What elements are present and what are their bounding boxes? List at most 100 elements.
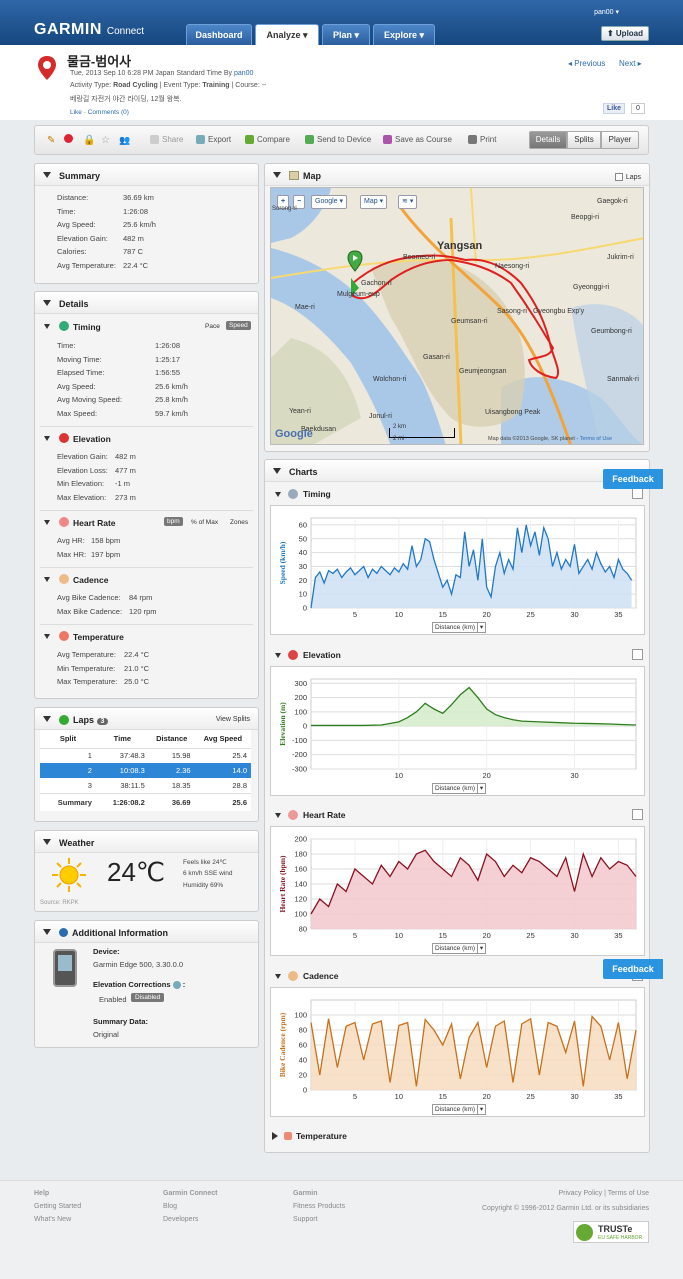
- collapse-icon[interactable]: [275, 974, 281, 979]
- upload-button[interactable]: ⬆ Upload: [601, 26, 649, 41]
- device-link[interactable]: Garmin Edge 500: [93, 960, 152, 969]
- zones-toggle[interactable]: Zones: [230, 519, 249, 526]
- section-title-heart[interactable]: Heart Rate: [73, 518, 116, 528]
- footer-link[interactable]: What's New: [34, 1216, 72, 1223]
- player-view-button[interactable]: Player: [601, 131, 639, 149]
- splits-view-button[interactable]: Splits: [567, 131, 601, 149]
- percent-max-toggle[interactable]: % of Max: [191, 519, 219, 526]
- activity-title[interactable]: 물금-범어사: [67, 54, 132, 69]
- send-to-device-button[interactable]: Send to Device: [305, 135, 371, 145]
- weather-header[interactable]: Weather: [35, 831, 258, 853]
- section-title-cadence[interactable]: Cadence: [73, 575, 109, 585]
- charts-header[interactable]: Charts: [265, 460, 649, 482]
- collapse-icon[interactable]: [44, 634, 50, 639]
- layers-button[interactable]: ≋ ▾: [398, 195, 418, 209]
- people-icon[interactable]: 👥: [119, 135, 131, 145]
- map-scale: [389, 428, 455, 438]
- export-button[interactable]: Export: [196, 135, 231, 145]
- tab-explore[interactable]: Explore ▾: [373, 24, 435, 45]
- user-menu[interactable]: pan00 ▾: [594, 9, 619, 16]
- tab-plan[interactable]: Plan ▾: [322, 24, 370, 45]
- chart-title[interactable]: Elevation: [303, 650, 341, 660]
- table-row[interactable]: 3 38:11.5 18.35 28.8: [87, 780, 247, 790]
- details-header[interactable]: Details: [35, 292, 258, 314]
- collapse-icon[interactable]: [44, 436, 50, 441]
- section-title-timing[interactable]: Timing: [73, 322, 101, 332]
- like-link[interactable]: Like: [70, 109, 82, 116]
- zoom-in-button[interactable]: +: [277, 195, 290, 209]
- terms-link[interactable]: Terms of Use: [579, 436, 613, 442]
- footer-link[interactable]: Developers: [163, 1216, 199, 1223]
- footer-link[interactable]: Fitness Products: [293, 1203, 346, 1210]
- map-place-label: Geumsan-ri: [451, 318, 488, 325]
- comments-link[interactable]: Comments (0): [87, 109, 129, 116]
- lock-icon[interactable]: 🔒: [83, 135, 96, 146]
- expand-arrow-icon[interactable]: [272, 1132, 278, 1140]
- view-splits-link[interactable]: View Splits: [215, 716, 250, 723]
- map-header[interactable]: Map: [265, 164, 649, 186]
- delete-icon[interactable]: [64, 134, 73, 144]
- section-title-elevation[interactable]: Elevation: [73, 434, 111, 444]
- summary-value: 1:26:08: [123, 206, 149, 216]
- temperature-chart-header[interactable]: Temperature: [284, 1131, 347, 1141]
- collapse-icon[interactable]: [44, 520, 50, 525]
- x-axis-select[interactable]: Distance (km) ▾: [432, 783, 487, 794]
- tab-dashboard[interactable]: Dashboard: [186, 24, 252, 45]
- pace-toggle[interactable]: Pace: [205, 323, 220, 330]
- summary-header[interactable]: Summary: [35, 164, 258, 186]
- elevation-enabled-option[interactable]: Enabled: [99, 995, 127, 1004]
- elevation-disabled-option[interactable]: Disabled: [131, 993, 165, 1002]
- x-tick-label: 20: [483, 1092, 491, 1101]
- laps-checkbox[interactable]: Laps: [614, 173, 641, 181]
- table-row-selected[interactable]: 2 10:08.3 2.36 14.0: [40, 763, 251, 778]
- save-as-course-button[interactable]: Save as Course: [383, 135, 452, 145]
- next-link[interactable]: Next ▸: [619, 59, 642, 68]
- map-type-select[interactable]: Map ▾: [360, 195, 388, 209]
- section-title-temperature[interactable]: Temperature: [73, 632, 124, 642]
- details-view-button[interactable]: Details: [529, 131, 567, 149]
- share-button[interactable]: Share: [150, 135, 183, 145]
- collapse-icon[interactable]: [275, 653, 281, 658]
- truste-badge[interactable]: TRUSTe EU SAFE HARBOR: [573, 1221, 649, 1243]
- start-marker-icon[interactable]: [347, 250, 363, 272]
- google-maptype-select[interactable]: Google ▾: [311, 195, 348, 209]
- footer-link[interactable]: Blog: [163, 1203, 178, 1210]
- previous-link[interactable]: ◂ Previous: [568, 59, 606, 68]
- garmin-connect-logo[interactable]: GARMIN Connect: [34, 21, 145, 38]
- speed-toggle[interactable]: Speed: [226, 321, 251, 330]
- favorite-star-icon[interactable]: ☆: [101, 135, 110, 146]
- chart-title[interactable]: Cadence: [303, 971, 339, 981]
- compare-button[interactable]: Compare: [245, 135, 290, 145]
- collapse-icon[interactable]: [44, 577, 50, 582]
- feedback-button[interactable]: Feedback: [603, 959, 663, 979]
- route-map[interactable]: + − Google ▾ Map ▾ ≋ ▾ Yangsan Beomeo-ri N…: [270, 187, 644, 445]
- x-tick-label: 10: [395, 610, 403, 619]
- print-button[interactable]: Print: [468, 135, 496, 145]
- expand-chart-icon[interactable]: [632, 649, 643, 660]
- facebook-like[interactable]: Like 0: [603, 103, 649, 115]
- laps-header[interactable]: Laps 3: [35, 708, 258, 730]
- footer-policy-links[interactable]: Privacy Policy | Terms of Use: [558, 1190, 649, 1197]
- collapse-icon[interactable]: [44, 324, 50, 329]
- x-axis-select[interactable]: Distance (km) ▾: [432, 1104, 487, 1115]
- collapse-icon[interactable]: [275, 813, 281, 818]
- collapse-icon[interactable]: [275, 492, 281, 497]
- chart-title[interactable]: Timing: [303, 489, 331, 499]
- edit-icon[interactable]: ✎: [47, 135, 56, 146]
- tab-analyze[interactable]: Analyze ▾: [255, 24, 319, 45]
- expand-chart-icon[interactable]: [632, 488, 643, 499]
- table-row[interactable]: 1 37:48.3 15.98 25.4: [87, 751, 247, 761]
- additional-info-header[interactable]: Additional Information: [35, 921, 258, 943]
- x-axis-select[interactable]: Distance (km) ▾: [432, 622, 487, 633]
- footer-link[interactable]: Getting Started: [34, 1203, 82, 1210]
- feedback-button[interactable]: Feedback: [603, 469, 663, 489]
- help-icon[interactable]: [172, 981, 181, 990]
- x-axis-select[interactable]: Distance (km) ▾: [432, 943, 487, 954]
- author-link[interactable]: pan00: [233, 70, 254, 77]
- chart-title[interactable]: Heart Rate: [303, 810, 346, 820]
- activity-description[interactable]: 베랑길 자전거 야간 라이딩, 12월 왕복.: [70, 96, 182, 103]
- expand-chart-icon[interactable]: [632, 809, 643, 820]
- zoom-out-button[interactable]: −: [293, 195, 306, 209]
- bpm-toggle[interactable]: bpm: [164, 517, 183, 526]
- footer-link[interactable]: Support: [293, 1216, 318, 1223]
